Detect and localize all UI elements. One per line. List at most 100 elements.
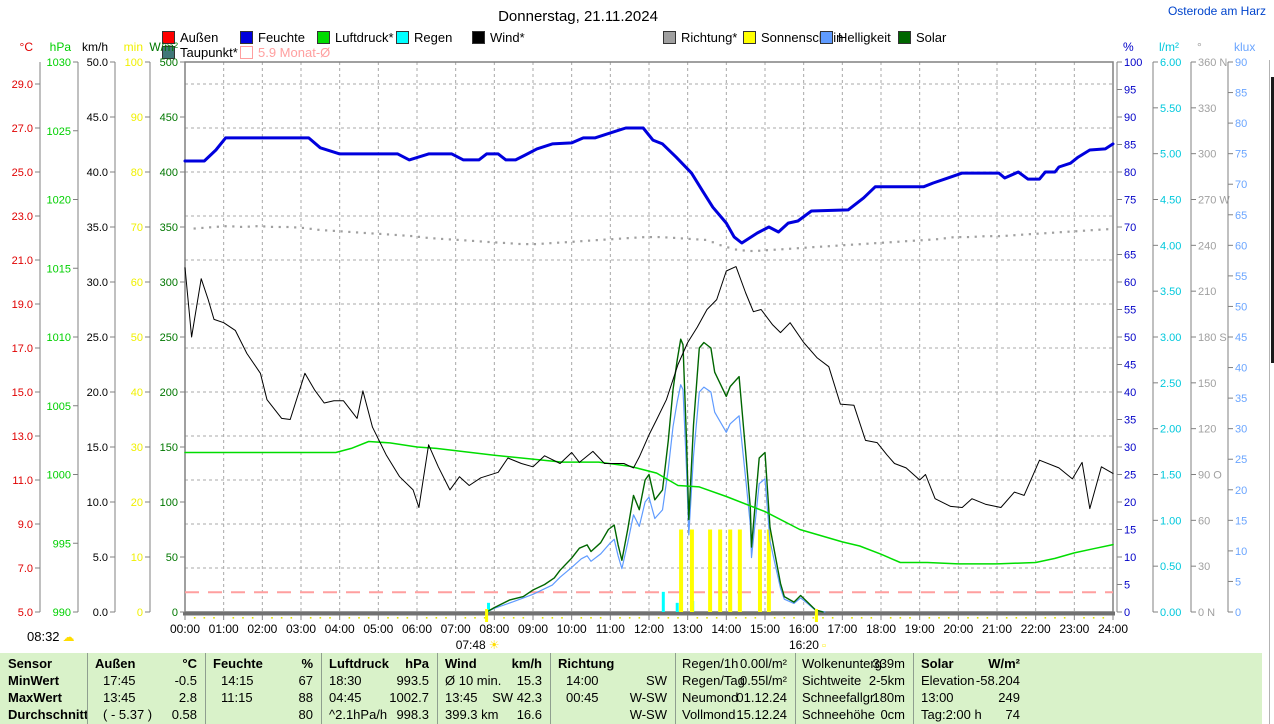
x-axis-label: 01:00 (208, 622, 239, 636)
quarter-dot (193, 617, 196, 619)
quarter-dot (203, 617, 206, 619)
series-richtung-dot (974, 235, 977, 238)
legend-label-monat: 5.9 Monat-Ø (258, 45, 331, 60)
axis-tick-label-rain-amount: 4.50 (1160, 195, 1181, 207)
window-edge-line (1269, 60, 1270, 724)
series-richtung-dot (750, 249, 753, 253)
cell-wolken-schnee-value: 339m (872, 656, 905, 671)
row-label-sensor: Sensor (8, 656, 53, 671)
axis-tick-label-wind-direction: 270 W (1198, 195, 1230, 207)
legend-item-richtung: Richtung* (663, 30, 737, 45)
legend-label-wind: Wind* (490, 30, 525, 45)
legend-swatch-feuchte (240, 31, 253, 44)
x-axis-label: 22:00 (1020, 622, 1051, 636)
quarter-dot (967, 617, 969, 619)
series-richtung-dot (680, 237, 683, 240)
series-richtung-dot (448, 238, 451, 241)
axis-tick-label-brightness: 35 (1235, 393, 1247, 405)
series-richtung-dot (580, 240, 583, 243)
axis-tick-label-temperature: 23.0 (12, 211, 33, 223)
x-axis-label: 18:00 (865, 622, 897, 636)
series-richtung-dot (727, 246, 730, 249)
series-richtung-dot (1021, 233, 1024, 236)
quarter-dot (1083, 617, 1085, 619)
series-richtung-dot (611, 238, 614, 241)
cell-solar-value: 249 (998, 690, 1020, 705)
table-separator (795, 653, 796, 724)
quarter-dot (638, 617, 641, 619)
series-richtung-dot (379, 232, 382, 236)
series-richtung-dot (843, 244, 846, 247)
axis-tick-label-solar-power: 350 (160, 222, 178, 234)
series-richtung-dot (881, 241, 885, 244)
axis-header-humidity: % (1123, 40, 1134, 54)
series-richtung-dot (696, 238, 699, 241)
axis-tick-label-rain-amount: 2.50 (1160, 378, 1181, 390)
series-richtung-dot (263, 225, 266, 228)
series-richtung-dot (216, 225, 219, 228)
cell-regen-mond-label: Regen/1h (682, 656, 739, 671)
legend-swatch-richtung (663, 31, 676, 44)
axis-tick-label-wind-speed: 40.0 (87, 167, 108, 179)
series-richtung-dot (394, 233, 397, 237)
series-richtung-dot (990, 235, 993, 238)
quarter-dot (976, 617, 979, 619)
series-sonnenschein-bar (757, 529, 762, 612)
series-richtung-dot (897, 240, 900, 243)
cell-wind-time: Ø 10 min. (445, 673, 502, 688)
series-regen-bar (661, 591, 665, 612)
axis-tick-label-temperature: 29.0 (12, 79, 33, 91)
quarter-dot (590, 617, 592, 619)
cell-wolken-schnee-value: 180m (872, 690, 905, 705)
quarter-dot (425, 617, 428, 619)
quarter-dot (793, 617, 795, 619)
cell-wind-value: 16.6 (516, 707, 542, 722)
cell-wolken-schnee-label: Schneefallgr (802, 690, 875, 705)
series-richtung-dot (348, 230, 351, 234)
col-header-richtung: Richtung (558, 656, 615, 671)
quarter-dot (464, 617, 467, 619)
legend-label-aussen: Außen (180, 30, 219, 45)
page-title: Donnerstag, 21.11.2024 (498, 8, 658, 25)
cell-feuchte-value: 88 (298, 690, 313, 705)
axis-tick-label-wind-direction: 90 O (1198, 470, 1222, 482)
x-axis-label: 16:00 (788, 622, 819, 636)
series-richtung-dot (464, 239, 467, 242)
col-header-solar: Solar (921, 656, 954, 671)
quarter-dot (947, 617, 950, 619)
quarter-dot (1054, 617, 1056, 619)
series-richtung-dot (201, 226, 204, 230)
quarter-dot (899, 617, 902, 619)
axis-tick-label-pressure: 1030 (47, 57, 71, 69)
cell-regen-mond-label: Neumond (682, 690, 739, 705)
axis-tick-label-solar-power: 100 (160, 497, 178, 509)
legend-label-luftdruck: Luftdruck* (335, 30, 394, 45)
axis-tick-label-brightness: 0 (1235, 607, 1241, 619)
cell-wolken-schnee-value: 0cm (880, 707, 905, 722)
series-richtung-dot (858, 243, 861, 246)
table-separator (321, 653, 322, 724)
series-richtung-dot (943, 237, 946, 240)
series-richtung-dot (889, 241, 892, 244)
series-sonnenschein-bar (689, 529, 694, 612)
axis-tick-label-brightness: 15 (1235, 515, 1247, 527)
series-richtung-dot (850, 243, 854, 246)
x-axis-label: 11:00 (595, 622, 625, 636)
col-unit-feuchte: % (301, 656, 313, 671)
x-axis-label: 15:00 (749, 622, 781, 636)
x-axis-label: 21:00 (981, 622, 1013, 636)
series-richtung-dot (533, 243, 537, 246)
axis-tick-label-rain-amount: 0.00 (1160, 607, 1181, 619)
quarter-dot (387, 617, 389, 619)
row-label-maxwert: MaxWert (8, 690, 62, 705)
x-axis-label: 24:00 (1097, 622, 1129, 636)
axis-tick-label-wind-speed: 0.0 (93, 607, 108, 619)
series-richtung-dot (626, 237, 629, 240)
cell-aussen-value: -0.5 (174, 673, 197, 688)
cell-luftdruck-time: 18:30 (329, 673, 362, 688)
series-richtung-dot (920, 239, 923, 242)
cell-regen-mond-label: Regen/Tag (682, 673, 745, 688)
quarter-dot (580, 617, 583, 619)
cell-richtung-time: 00:45 (566, 690, 599, 705)
series-richtung-dot (479, 240, 482, 243)
